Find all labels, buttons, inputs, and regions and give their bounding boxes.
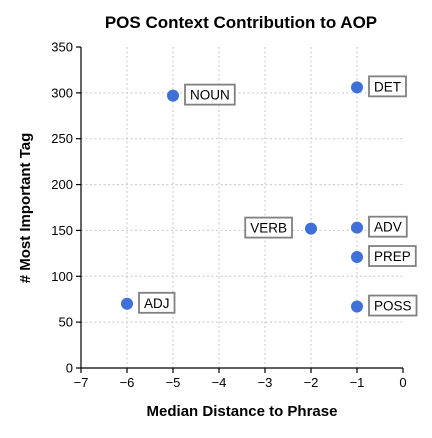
point-adv	[351, 221, 363, 234]
annotation-label: POSS	[374, 299, 412, 314]
x-tick-label-2: −5	[166, 375, 181, 390]
annotation-noun: NOUN	[184, 83, 236, 106]
point-prep	[351, 251, 363, 264]
x-tick-label-5: −2	[304, 375, 319, 390]
annotation-label: PREP	[374, 249, 411, 264]
annotation-label: VERB	[250, 221, 287, 236]
point-poss	[351, 300, 363, 313]
y-tick-label-3: 150	[51, 223, 73, 238]
y-axis-ticks: 0 50 100 150 200 250 300 350	[51, 40, 81, 376]
x-axis-label: Median Distance to Phrase	[147, 403, 338, 420]
y-tick-label-1: 50	[59, 315, 73, 330]
annotation-prep: PREP	[368, 245, 417, 267]
x-tick-label-7: 0	[399, 375, 406, 390]
point-annotations: NOUN DET VERB ADV PREP ADJ POSS	[138, 75, 418, 317]
annotation-verb: VERB	[244, 216, 293, 239]
chart-title: POS Context Contribution to AOP	[105, 13, 377, 32]
annotation-adj: ADJ	[138, 291, 176, 314]
y-tick-label-0: 0	[66, 361, 73, 376]
y-tick-label-2: 100	[51, 269, 73, 284]
annotation-box	[368, 245, 417, 267]
annotation-poss: POSS	[368, 294, 418, 317]
annotation-box	[184, 83, 236, 106]
data-points	[121, 81, 363, 313]
annotation-label: NOUN	[190, 88, 230, 103]
point-det	[351, 81, 363, 94]
annotation-label: DET	[374, 79, 401, 94]
annotation-box	[368, 75, 407, 98]
point-adj	[121, 297, 133, 310]
x-tick-label-6: −1	[350, 375, 365, 390]
annotation-box	[244, 216, 293, 239]
y-tick-label-4: 200	[51, 177, 73, 192]
annotation-box	[368, 294, 418, 317]
point-noun	[167, 89, 179, 102]
x-tick-label-0: −7	[74, 375, 89, 390]
y-axis-label: # Most Important Tag	[17, 133, 34, 284]
annotation-adv: ADV	[368, 215, 408, 238]
annotation-det: DET	[368, 75, 407, 98]
y-tick-label-5: 250	[51, 131, 73, 146]
annotation-label: ADJ	[144, 296, 170, 311]
annotation-box	[138, 291, 176, 314]
point-verb	[305, 222, 317, 235]
y-tick-label-7: 350	[51, 40, 73, 55]
x-tick-label-1: −6	[120, 375, 135, 390]
x-axis-ticks: −7 −6 −5 −4 −3 −2 −1 0	[74, 368, 407, 390]
x-tick-label-3: −4	[212, 375, 227, 390]
grid	[81, 47, 403, 368]
y-tick-label-6: 300	[51, 85, 73, 100]
annotation-label: ADV	[374, 220, 402, 235]
annotation-box	[368, 215, 408, 238]
axes	[80, 47, 403, 369]
x-tick-label-4: −3	[258, 375, 273, 390]
